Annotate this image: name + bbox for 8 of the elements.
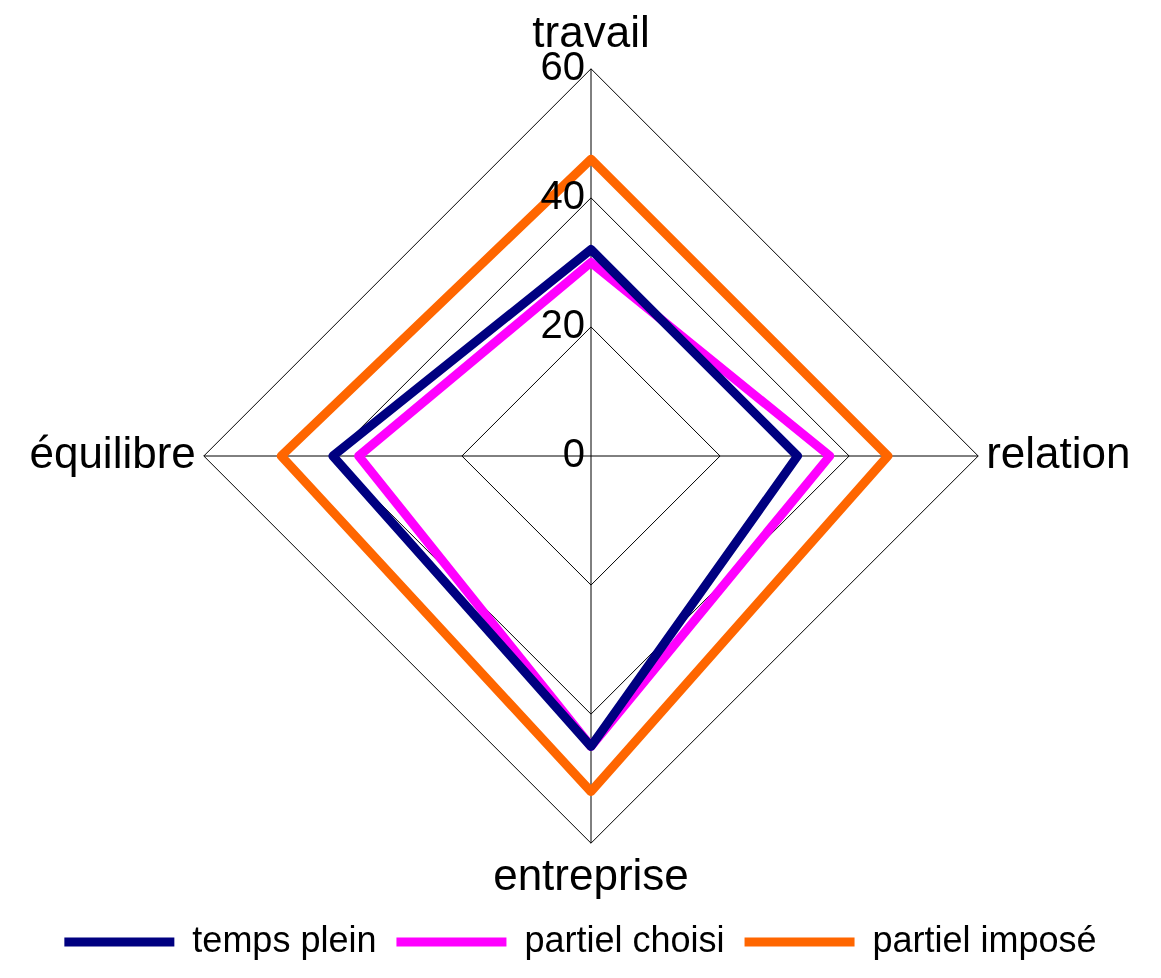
spoke-label: relation	[986, 428, 1131, 478]
spoke-label: entreprise	[493, 849, 689, 899]
y-tick-label: 0	[562, 431, 585, 476]
legend-label: temps plein	[192, 918, 377, 960]
legend-label: partiel choisi	[524, 918, 725, 960]
legend-label: partiel imposé	[872, 918, 1097, 960]
spoke-label: équilibre	[29, 428, 196, 478]
y-tick-label: 20	[540, 301, 585, 346]
